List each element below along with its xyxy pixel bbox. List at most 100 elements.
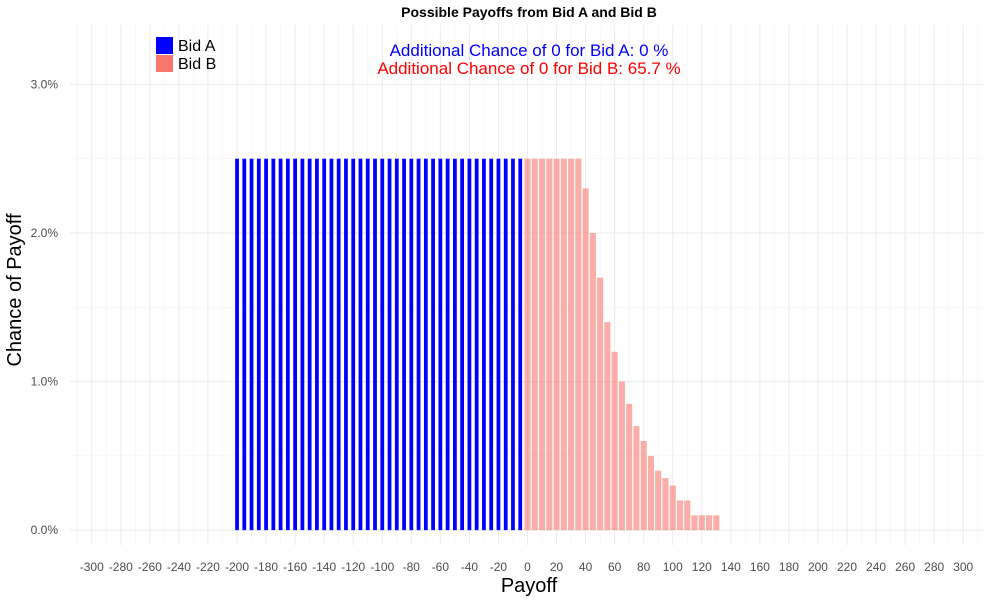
bar-bid-b (626, 403, 633, 531)
bar-bid-b (589, 233, 596, 531)
y-tick-labels: 0.0% 1.0% 2.0% 3.0% (31, 77, 59, 537)
x-tick-label: -80 (403, 560, 421, 574)
bar-bid-a (285, 158, 290, 531)
annotation-bid-b: Additional Chance of 0 for Bid B: 65.7 % (377, 59, 680, 78)
bar-bid-b (553, 158, 560, 531)
x-tick-label: 200 (808, 560, 828, 574)
y-tick-label: 1.0% (31, 375, 59, 389)
bar-bid-a (460, 158, 465, 531)
bar-bid-a (242, 158, 247, 531)
bar-bid-a (271, 158, 276, 531)
x-tick-label: 140 (721, 560, 741, 574)
bar-bid-a (373, 158, 377, 531)
x-axis-title: Payoff (501, 575, 558, 597)
bar-bid-a (438, 158, 443, 531)
bar-bid-a (416, 158, 421, 531)
bar-bid-a (249, 158, 254, 531)
legend-swatch-bid-b (156, 55, 173, 72)
x-tick-label: 220 (837, 560, 857, 574)
legend-swatch-bid-a (156, 37, 173, 54)
x-tick-label: -160 (283, 560, 307, 574)
x-tick-label: 100 (663, 560, 683, 574)
bar-bid-a (380, 158, 385, 531)
x-tick-label: 20 (550, 560, 564, 574)
bar-bid-b (647, 455, 655, 531)
bar-bid-b (705, 515, 713, 531)
x-tick-labels: -300 -280 -260 -240 -220 -200 -180 -160 -140 -120… (80, 560, 974, 574)
bar-bid-a (293, 158, 298, 531)
legend-label-bid-b: Bid B (178, 56, 216, 73)
x-tick-label: -300 (80, 560, 104, 574)
bar-bid-b (604, 322, 611, 531)
bar-bid-a (358, 158, 363, 531)
x-tick-label: 160 (750, 560, 770, 574)
x-tick-label: 280 (924, 560, 944, 574)
legend-label-bid-a: Bid A (178, 38, 216, 55)
bar-bid-b (597, 277, 604, 531)
x-tick-label: 180 (779, 560, 799, 574)
bar-bid-b (691, 515, 698, 531)
bar-bid-a (482, 158, 486, 531)
bar-bid-b (676, 500, 684, 531)
bar-bid-a (431, 158, 435, 531)
bar-bid-b (568, 158, 575, 531)
bar-bid-b (669, 485, 676, 531)
bar-bid-a (278, 158, 283, 531)
bar-bid-a (322, 158, 327, 531)
bar-bid-a (518, 158, 523, 531)
bar-bid-a (329, 158, 334, 531)
bar-bid-a (511, 158, 515, 531)
x-tick-label: -140 (312, 560, 336, 574)
bar-bid-a (394, 158, 399, 531)
bar-bid-b (560, 158, 567, 531)
bar-bid-a (256, 158, 261, 531)
x-tick-label: -120 (341, 560, 365, 574)
bar-bid-b (582, 188, 589, 531)
bar-bid-a (503, 158, 508, 531)
bar-bid-a (452, 158, 457, 531)
bar-bid-b (611, 351, 618, 531)
bar-bid-b (640, 441, 647, 531)
bar-bid-b (633, 426, 640, 531)
bar-bid-a (402, 158, 406, 531)
x-tick-label: -220 (196, 560, 220, 574)
bar-bid-b (531, 158, 538, 531)
annotation-bid-a: Additional Chance of 0 for Bid A: 0 % (390, 41, 669, 60)
x-tick-label: 260 (895, 560, 915, 574)
x-tick-label: -40 (461, 560, 479, 574)
bar-bid-a (474, 158, 479, 531)
bar-bid-a (489, 158, 494, 531)
bar-bid-a (351, 158, 356, 531)
x-tick-label: -260 (138, 560, 162, 574)
x-tick-label: 120 (692, 560, 712, 574)
x-tick-label: 300 (953, 560, 973, 574)
bar-bid-b (655, 470, 662, 531)
bar-bid-a (235, 158, 239, 531)
x-tick-label: 0 (524, 560, 531, 574)
x-tick-label: -180 (254, 560, 278, 574)
bar-bid-a (423, 158, 428, 531)
x-tick-label: -60 (432, 560, 450, 574)
bar-bid-a (409, 158, 414, 531)
x-tick-label: -20 (490, 560, 508, 574)
x-tick-label: -200 (225, 560, 249, 574)
y-axis-title: Chance of Payoff (4, 213, 26, 367)
bar-bid-a (387, 158, 392, 531)
bar-bid-a (264, 158, 268, 531)
x-tick-label: 60 (608, 560, 622, 574)
bar-bid-b (538, 158, 546, 531)
x-tick-label: -280 (109, 560, 133, 574)
bar-bid-b (524, 158, 531, 531)
bar-bid-b (618, 381, 625, 531)
bar-bid-b (713, 515, 720, 531)
bar-bid-b (662, 478, 669, 531)
y-tick-label: 2.0% (31, 226, 59, 240)
chart-title: Possible Payoffs from Bid A and Bid B (401, 4, 657, 20)
x-tick-label: 80 (637, 560, 651, 574)
x-tick-label: 40 (579, 560, 593, 574)
bar-bid-a (344, 158, 348, 531)
x-tick-label: 240 (866, 560, 886, 574)
bar-bid-b (698, 515, 705, 531)
bar-bid-a (336, 158, 341, 531)
